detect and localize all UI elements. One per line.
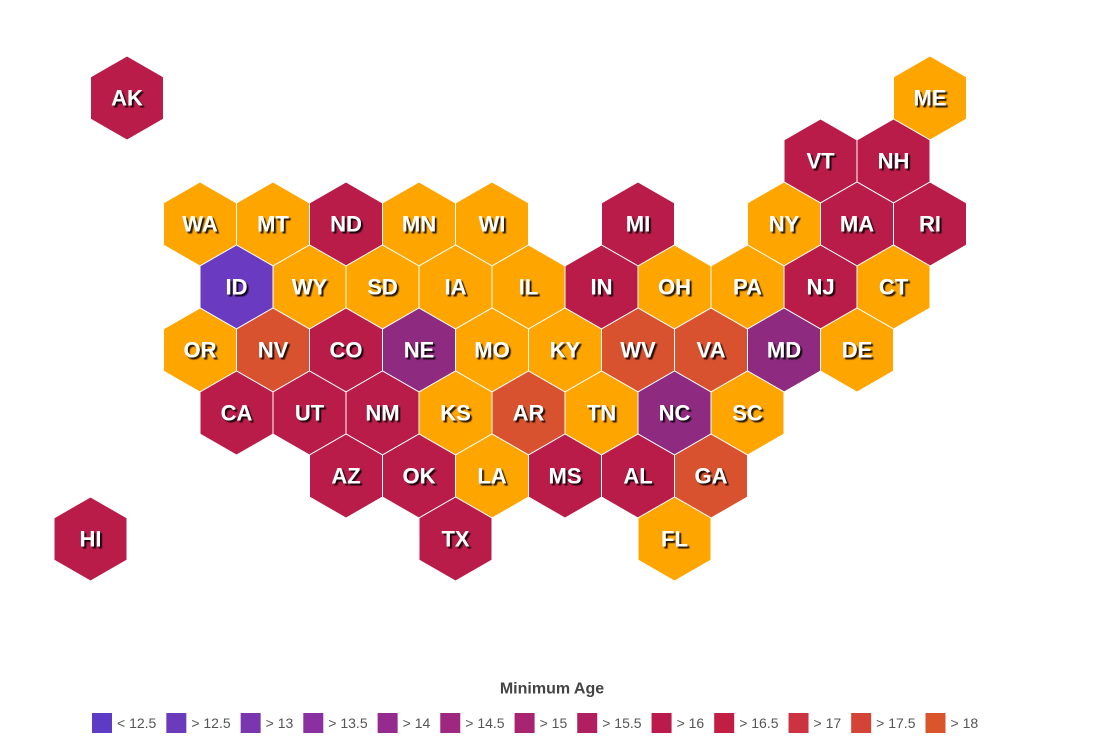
state-label: TX: [441, 527, 469, 552]
state-label: GA: [695, 464, 728, 489]
legend: < 12.5 > 12.5 > 13 > 13.5 > 14 > 14.5 > 15 > 15…: [92, 713, 978, 733]
state-label: NJ: [806, 275, 834, 300]
legend-label: > 17: [814, 715, 842, 731]
legend-swatch: [303, 713, 324, 733]
state-label: PA: [733, 275, 762, 300]
state-label: SC: [732, 401, 763, 426]
legend-swatch: [514, 713, 535, 733]
legend-swatch: [651, 713, 672, 733]
state-hex: [418, 496, 493, 582]
state-label: TN: [587, 401, 616, 426]
state-label: MS: [549, 464, 582, 489]
state-hex: [90, 55, 164, 141]
state-hex: [53, 496, 128, 582]
state-label: NV: [258, 338, 289, 363]
legend-label: > 16.5: [739, 715, 779, 731]
legend-label: > 13: [266, 715, 294, 731]
legend-swatch: [240, 713, 261, 733]
state-label: CO: [330, 338, 363, 363]
legend-title: Minimum Age: [500, 681, 604, 698]
state-label: SD: [367, 275, 398, 300]
legend-swatch: [788, 713, 809, 733]
legend-label: > 17.5: [876, 715, 916, 731]
legend-label: > 15: [540, 715, 568, 731]
state-hex: [820, 307, 894, 393]
state-label: CT: [879, 275, 909, 300]
state-label: MO: [474, 338, 509, 363]
state-label: AZ: [331, 464, 360, 489]
state-label: NE: [404, 338, 435, 363]
state-label: WV: [620, 338, 656, 363]
state-label: AR: [513, 401, 545, 426]
state-label: ND: [330, 212, 362, 237]
state-label: FL: [661, 527, 688, 552]
legend-swatch: [577, 713, 598, 733]
legend-label: > 13.5: [328, 715, 368, 731]
state-label: KS: [440, 401, 471, 426]
legend-swatch: [92, 713, 112, 733]
state-label: NC: [659, 401, 691, 426]
legend-swatch: [440, 713, 461, 733]
state-label: VA: [697, 338, 726, 363]
state-label: NM: [365, 401, 399, 426]
state-label: OK: [403, 464, 436, 489]
state-hex: [637, 496, 712, 582]
state-label: WY: [292, 275, 328, 300]
state-label: ID: [226, 275, 248, 300]
state-label: WA: [182, 212, 218, 237]
state-label: AK: [111, 86, 143, 111]
state-label: DE: [842, 338, 873, 363]
state-label: RI: [919, 212, 941, 237]
state-label: ME: [914, 86, 947, 111]
state-label: UT: [295, 401, 325, 426]
state-label: MT: [257, 212, 289, 237]
state-label: IA: [445, 275, 467, 300]
state-label: MD: [767, 338, 801, 363]
state-label: OR: [184, 338, 217, 363]
legend-label: > 14.5: [465, 715, 505, 731]
state-label: VT: [806, 149, 835, 174]
legend-swatch: [377, 713, 398, 733]
legend-label: > 14: [403, 715, 431, 731]
state-label: OH: [658, 275, 691, 300]
state-label: IL: [519, 275, 539, 300]
legend-label: < 12.5: [117, 715, 157, 731]
state-label: HI: [80, 527, 102, 552]
state-label: AL: [623, 464, 652, 489]
legend-label: > 18: [951, 715, 979, 731]
legend-label: > 15.5: [602, 715, 642, 731]
legend-label: > 12.5: [191, 715, 231, 731]
legend-swatch: [851, 713, 872, 733]
state-label: NH: [878, 149, 910, 174]
legend-swatch: [925, 713, 946, 733]
state-label: IN: [591, 275, 613, 300]
legend-swatch: [166, 713, 187, 733]
legend-swatch: [714, 713, 735, 733]
state-label: KY: [550, 338, 581, 363]
state-label: LA: [477, 464, 506, 489]
state-label: MN: [402, 212, 436, 237]
legend-label: > 16: [677, 715, 705, 731]
state-label: NY: [769, 212, 800, 237]
state-label: MA: [840, 212, 874, 237]
state-label: MI: [626, 212, 650, 237]
state-label: WI: [479, 212, 506, 237]
state-label: CA: [221, 401, 253, 426]
hex-grid: AK ME VT NH WA MT ND MN WI MI NY MA RI ID WY SD IA IL IN OH…: [53, 55, 967, 582]
